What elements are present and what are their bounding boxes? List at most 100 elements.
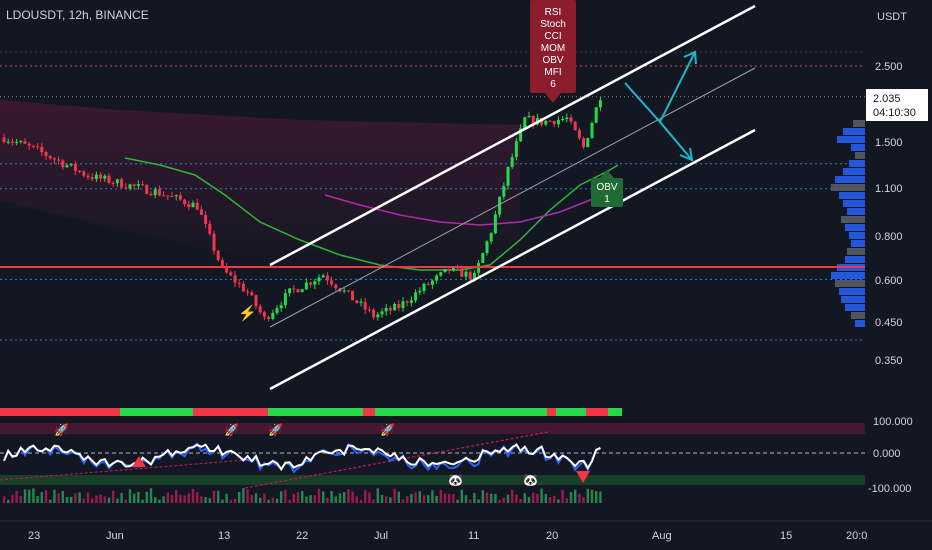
candle-body <box>481 253 485 263</box>
candle-body <box>78 170 82 172</box>
time-axis[interactable]: 23 Jun 13 22 Jul 11 20 Aug 15 20:0 <box>28 530 867 542</box>
candle-body <box>422 283 426 291</box>
signal-strip-segment <box>375 408 547 416</box>
sell-signal-line: Stoch <box>540 19 566 30</box>
sell-signal-label[interactable]: RSI Stoch CCI MOM OBV MFI 6 <box>530 0 576 103</box>
candle-body <box>241 283 245 292</box>
last-price-badge <box>866 89 928 121</box>
osc-trendline[interactable] <box>0 459 246 481</box>
time-tick: 20 <box>546 530 558 542</box>
signal-strip-segment <box>556 408 586 416</box>
candle-body <box>330 280 334 285</box>
volume-profile-bar <box>855 152 865 159</box>
candle-body <box>246 291 250 293</box>
candle-body <box>552 120 556 125</box>
volume-profile-bar <box>835 176 865 183</box>
osc-histogram-bar <box>78 492 81 503</box>
buy-triangle-icon <box>132 456 146 467</box>
volume-profile-bar <box>843 200 865 207</box>
rocket-markers: 🚀 🚀 🚀 🚀 <box>54 423 395 437</box>
volume-profile-bar <box>843 168 865 175</box>
osc-histogram-bar <box>128 489 132 503</box>
candle-body <box>237 282 241 284</box>
candle-body <box>128 184 132 189</box>
osc-histogram-bar <box>515 494 518 503</box>
osc-histogram-bar <box>397 491 400 503</box>
osc-histogram-bar <box>179 494 182 503</box>
osc-histogram-bar <box>263 493 266 503</box>
osc-histogram-bar <box>137 491 140 503</box>
osc-histogram-bar <box>19 496 22 503</box>
osc-histogram-bar <box>166 492 169 503</box>
osc-histogram-bar <box>103 496 106 503</box>
candle-body <box>498 196 502 215</box>
osc-histogram-bar <box>44 490 48 503</box>
candle-body <box>36 146 40 148</box>
osc-histogram-bar <box>191 488 195 503</box>
osc-histogram-bar <box>376 488 379 503</box>
candle-body <box>82 171 86 176</box>
candle-body <box>23 141 27 144</box>
time-tick: 20:0 <box>846 530 867 542</box>
channel-mid-line[interactable] <box>269 67 756 328</box>
signal-strip-segment <box>547 408 556 416</box>
projection-arrows[interactable] <box>624 50 697 162</box>
osc-histogram-bar <box>485 492 489 503</box>
candle-body <box>90 177 94 180</box>
candlestick-series <box>2 96 602 322</box>
osc-trendline[interactable] <box>244 431 549 489</box>
symbol-title[interactable]: LDOUSDT, 12h, BINANCE <box>6 8 149 22</box>
candle-body <box>577 130 581 139</box>
signal-strip-segment <box>608 408 622 416</box>
volume-profile-bar <box>845 256 865 263</box>
candle-body <box>435 275 439 281</box>
osc-histogram-bar <box>553 495 556 503</box>
osc-histogram-bar <box>456 499 459 503</box>
candle-body <box>309 282 313 285</box>
volume-profile-bar <box>837 136 865 143</box>
volume-profile-bar <box>849 232 865 239</box>
price-axis[interactable]: USDT 2.500 1.500 1.100 0.800 0.600 0.450… <box>866 11 928 367</box>
osc-histogram-bar <box>175 489 178 503</box>
last-price: 2.035 <box>873 93 901 105</box>
osc-histogram-bar <box>204 497 207 503</box>
osc-histogram-bar <box>343 491 346 503</box>
channel-lower-line[interactable] <box>269 128 756 391</box>
candle-body <box>103 175 107 179</box>
candle-body <box>468 271 472 280</box>
osc-histogram-bar <box>355 496 358 503</box>
signal-strip <box>0 408 622 416</box>
candle-body <box>582 138 586 148</box>
osc-histogram-bar <box>212 490 216 503</box>
candle-body <box>31 145 35 147</box>
osc-histogram-bar <box>313 495 316 503</box>
candle-body <box>208 223 212 234</box>
candle-body <box>418 290 422 293</box>
candle-body <box>493 214 497 234</box>
osc-histogram-bar <box>385 496 388 503</box>
osc-histogram-bar <box>288 499 291 503</box>
osc-axis[interactable]: 100.000 0.000 -100.000 <box>868 416 913 495</box>
time-tick: 22 <box>296 530 308 542</box>
osc-histogram-bar <box>309 495 312 503</box>
candle-body <box>6 141 10 143</box>
signal-strip-segment <box>120 408 193 416</box>
osc-histogram-bar <box>431 490 434 503</box>
osc-histogram-bar <box>414 492 417 503</box>
candle-body <box>485 241 489 254</box>
candle-body <box>15 142 19 144</box>
buy-signal-label[interactable]: OBV 1 <box>591 170 623 207</box>
candle-body <box>519 128 523 142</box>
candle-body <box>502 185 506 197</box>
osc-histogram-bar <box>406 496 409 503</box>
candle-body <box>405 301 409 303</box>
osc-histogram-bar <box>502 497 505 503</box>
osc-histogram-bar <box>141 499 144 503</box>
channel-upper-line[interactable] <box>269 4 756 267</box>
time-tick: 11 <box>468 530 479 542</box>
panda-icon: 🐼 <box>523 473 538 487</box>
candle-body <box>65 165 69 168</box>
osc-histogram-bar <box>532 492 535 503</box>
candle-body <box>325 275 329 281</box>
